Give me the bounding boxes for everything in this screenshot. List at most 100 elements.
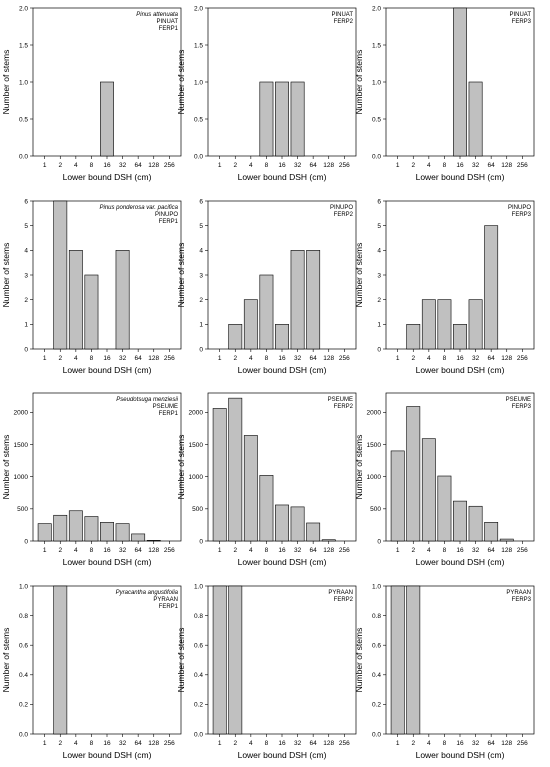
x-tick-label: 2	[233, 162, 237, 169]
x-tick-label: 1	[43, 740, 47, 747]
x-tick-label: 1	[396, 355, 400, 362]
x-tick-label: 64	[310, 355, 318, 362]
x-tick-label: 2	[58, 162, 62, 169]
y-tick-label: 1.0	[372, 79, 381, 86]
bar-16	[100, 522, 114, 542]
y-tick-label: 0.4	[194, 672, 203, 679]
x-tick-label: 256	[517, 740, 528, 747]
y-tick-label: 1	[24, 322, 28, 329]
species-label: Pyracantha angustifolia	[116, 590, 179, 596]
y-tick-label: 0.0	[372, 731, 381, 738]
x-tick-label: 2	[411, 740, 415, 747]
x-tick-label: 32	[472, 740, 480, 747]
x-tick-label: 32	[294, 162, 302, 169]
x-axis-label: Lower bound DSH (cm)	[416, 365, 505, 375]
bar-64	[306, 522, 321, 542]
plot-id-label: FERP1	[159, 219, 179, 225]
x-tick-label: 8	[443, 740, 447, 747]
x-tick-label: 16	[456, 355, 464, 362]
x-tick-label: 2	[411, 162, 415, 169]
species-code-label: PSEUME	[506, 397, 531, 403]
x-tick-label: 128	[501, 162, 512, 169]
x-tick-label: 4	[427, 547, 431, 554]
species-code-label: PSEUME	[153, 404, 178, 410]
bar-2	[228, 324, 243, 350]
y-tick-label: 4	[24, 248, 28, 255]
x-tick-label: 4	[74, 547, 78, 554]
bar-8	[259, 81, 274, 157]
bar-1	[390, 450, 405, 542]
y-tick-label: 0.5	[194, 116, 203, 123]
chart-panel-pseume-ferp1: 1 2 4 8 16 32 64 128 256 0 500 1000 1500 2000 Lower bo…	[1, 392, 182, 567]
plot-id-label: FERP3	[512, 404, 532, 410]
x-tick-label: 16	[456, 740, 464, 747]
bar-16	[453, 324, 467, 350]
y-tick-label: 0.6	[19, 643, 28, 650]
y-tick-label: 2	[377, 297, 381, 304]
x-tick-label: 128	[501, 740, 512, 747]
y-tick-label: 5	[199, 223, 203, 230]
x-tick-label: 64	[310, 547, 318, 554]
y-tick-label: 2.0	[372, 5, 381, 12]
x-tick-label: 256	[164, 355, 175, 362]
x-tick-label: 4	[74, 162, 78, 169]
chart-panel-pyraan-ferp1: 1 2 4 8 16 32 64 128 256 0.0 0.2 0.4 0.6 0.8 1.0 Lower …	[1, 583, 182, 760]
x-tick-label: 8	[443, 355, 447, 362]
bar-128	[146, 540, 161, 542]
y-tick-label: 6	[199, 198, 203, 205]
x-tick-label: 256	[164, 162, 175, 169]
y-axis-label: Number of stems	[354, 50, 364, 115]
y-tick-label: 0.6	[372, 643, 381, 650]
species-code-label: PINUPO	[508, 205, 531, 211]
y-tick-label: 4	[199, 248, 203, 255]
y-tick-label: 0.8	[372, 613, 381, 620]
x-tick-label: 1	[396, 162, 400, 169]
y-tick-label: 1500	[367, 442, 382, 449]
bar-4	[68, 510, 83, 542]
y-tick-label: 2000	[367, 410, 382, 417]
x-tick-label: 128	[323, 740, 334, 747]
x-tick-label: 32	[119, 740, 127, 747]
y-tick-label: 0.5	[19, 116, 28, 123]
y-tick-label: 2.0	[194, 5, 203, 12]
bar-16	[100, 81, 114, 157]
x-tick-label: 1	[218, 355, 222, 362]
x-tick-label: 16	[103, 547, 111, 554]
x-tick-label: 2	[58, 740, 62, 747]
x-tick-label: 4	[427, 355, 431, 362]
x-tick-label: 256	[517, 162, 528, 169]
plot-id-label: FERP1	[159, 26, 179, 32]
x-tick-label: 256	[339, 355, 350, 362]
y-tick-label: 1.0	[19, 583, 28, 590]
x-tick-label: 256	[164, 740, 175, 747]
y-tick-label: 6	[24, 198, 28, 205]
x-tick-label: 16	[278, 355, 286, 362]
plot-id-label: FERP2	[334, 212, 354, 218]
bar-128	[321, 539, 336, 542]
y-tick-label: 1500	[189, 442, 204, 449]
x-tick-label: 64	[488, 355, 496, 362]
bar-16	[453, 500, 467, 542]
bar-1	[212, 408, 227, 542]
x-axis-label: Lower bound DSH (cm)	[238, 365, 327, 375]
species-code-label: PINUAT	[509, 12, 531, 18]
x-tick-label: 4	[249, 740, 253, 747]
x-tick-label: 32	[472, 355, 480, 362]
plot-id-label: FERP3	[512, 212, 532, 218]
x-tick-label: 1	[218, 740, 222, 747]
x-tick-label: 2	[58, 547, 62, 554]
y-tick-label: 0	[199, 346, 203, 353]
y-tick-label: 4	[377, 248, 381, 255]
bar-2	[53, 200, 68, 350]
x-tick-label: 1	[43, 162, 47, 169]
bar-2	[406, 406, 421, 542]
x-tick-label: 64	[488, 162, 496, 169]
y-tick-label: 0.5	[372, 116, 381, 123]
x-tick-label: 4	[74, 355, 78, 362]
x-tick-label: 16	[278, 547, 286, 554]
y-axis-label: Number of stems	[176, 50, 186, 115]
x-tick-label: 128	[323, 162, 334, 169]
y-tick-label: 1000	[367, 474, 382, 481]
y-tick-label: 1.5	[194, 42, 203, 49]
